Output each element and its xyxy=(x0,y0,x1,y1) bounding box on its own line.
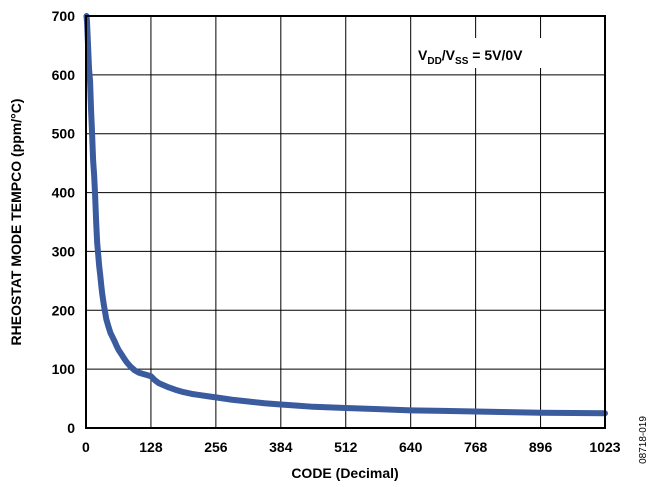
x-tick-label: 1023 xyxy=(589,439,620,455)
annotation-sub-ss: SS xyxy=(455,56,469,67)
tempco-series-line xyxy=(83,13,608,417)
x-axis-title: CODE (Decimal) xyxy=(291,465,398,481)
annotation-background xyxy=(412,38,602,68)
grid-lines xyxy=(85,15,606,429)
plot-frame xyxy=(85,15,606,429)
figure-id: 08718-019 xyxy=(638,416,649,464)
x-tick-label: 0 xyxy=(82,439,90,455)
x-tick-label: 384 xyxy=(269,439,293,455)
x-tick-label: 768 xyxy=(464,439,488,455)
x-tick-label: 896 xyxy=(529,439,553,455)
y-tick-label: 200 xyxy=(52,302,76,318)
annotation-v1: V xyxy=(418,47,428,63)
y-axis-title: RHEOSTAT MODE TEMPCO (ppm/°C) xyxy=(8,99,24,346)
x-tick-labels: 0 128 256 384 512 640 768 896 1023 xyxy=(82,439,621,455)
y-tick-label: 500 xyxy=(52,126,76,142)
y-tick-label: 0 xyxy=(67,420,75,436)
y-tick-labels: 0 100 200 300 400 500 600 700 xyxy=(52,8,76,436)
x-tick-label: 128 xyxy=(139,439,163,455)
x-tick-label: 512 xyxy=(334,439,358,455)
x-tick-label: 640 xyxy=(399,439,423,455)
annotation-sub-dd: DD xyxy=(427,56,441,67)
y-tick-label: 300 xyxy=(52,243,76,259)
y-tick-label: 600 xyxy=(52,67,76,83)
annotation-value: = 5V/0V xyxy=(468,47,523,63)
annotation-slash-v: /V xyxy=(442,47,456,63)
x-tick-label: 256 xyxy=(204,439,228,455)
y-tick-label: 700 xyxy=(52,8,76,24)
supply-annotation: VDD/VSS = 5V/0V xyxy=(418,47,523,67)
y-tick-label: 100 xyxy=(52,361,76,377)
y-tick-label: 400 xyxy=(52,185,76,201)
